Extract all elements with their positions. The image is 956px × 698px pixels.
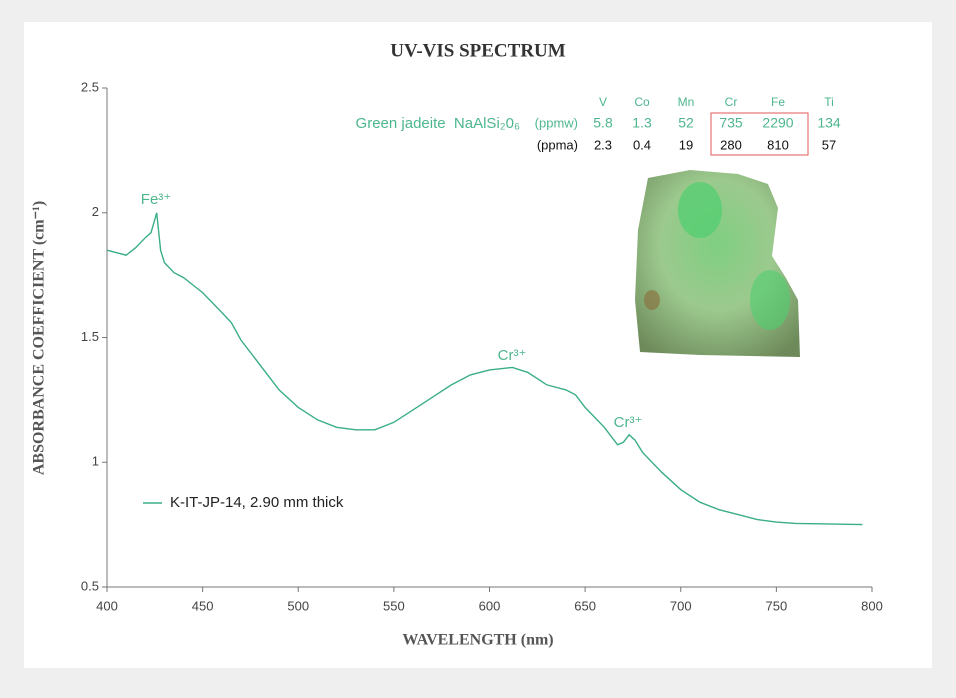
x-tick-label: 800 — [861, 598, 883, 613]
chart-title: UV-VIS SPECTRUM — [390, 40, 565, 61]
peak-annotation: Fe³⁺ — [141, 191, 171, 208]
y-tick-label: 1 — [92, 454, 99, 469]
row-label: Green jadeite NaAlSi₂0₆ — [356, 115, 520, 132]
x-tick-label: 400 — [96, 598, 118, 613]
table-value: 134 — [817, 115, 841, 131]
x-tick-label: 550 — [383, 598, 405, 613]
legend-label: K-IT-JP-14, 2.90 mm thick — [170, 494, 344, 511]
peak-annotation: Cr³⁺ — [614, 414, 643, 431]
table-value: 2.3 — [594, 137, 612, 152]
peak-annotation: Cr³⁺ — [498, 347, 527, 364]
table-value: 19 — [679, 137, 693, 152]
table-value: 810 — [767, 137, 789, 152]
table-value: 0.4 — [633, 137, 651, 152]
x-tick-label: 750 — [766, 598, 788, 613]
chart: UV-VIS SPECTRUM WAVELENGTH (nm) ABSORBAN… — [0, 0, 956, 698]
y-tick-label: 2 — [92, 204, 99, 219]
element-header: Fe — [771, 95, 785, 109]
element-header: Mn — [678, 95, 695, 109]
table-value: 1.3 — [632, 115, 652, 131]
row-unit: (ppma) — [537, 137, 578, 152]
element-header: V — [599, 95, 607, 109]
table-value: 280 — [720, 137, 742, 152]
row-unit: (ppmw) — [535, 115, 578, 130]
table-value: 5.8 — [593, 115, 613, 131]
y-tick-label: 0.5 — [81, 578, 99, 593]
x-tick-label: 650 — [574, 598, 596, 613]
x-tick-label: 500 — [287, 598, 309, 613]
table-value: 2290 — [762, 115, 793, 131]
x-axis-label: WAVELENGTH (nm) — [402, 632, 553, 649]
x-tick-label: 700 — [670, 598, 692, 613]
y-tick-label: 1.5 — [81, 329, 99, 344]
y-tick-label: 2.5 — [81, 79, 99, 94]
element-header: Cr — [725, 95, 738, 109]
table-value: 52 — [678, 115, 694, 131]
element-header: Ti — [824, 95, 834, 109]
x-tick-label: 450 — [192, 598, 214, 613]
element-header: Co — [634, 95, 650, 109]
table-value: 735 — [719, 115, 743, 131]
x-tick-label: 600 — [479, 598, 501, 613]
y-axis-label: ABSORBANCE COEFFICIENT (cm⁻¹) — [31, 201, 48, 475]
table-value: 57 — [822, 137, 836, 152]
